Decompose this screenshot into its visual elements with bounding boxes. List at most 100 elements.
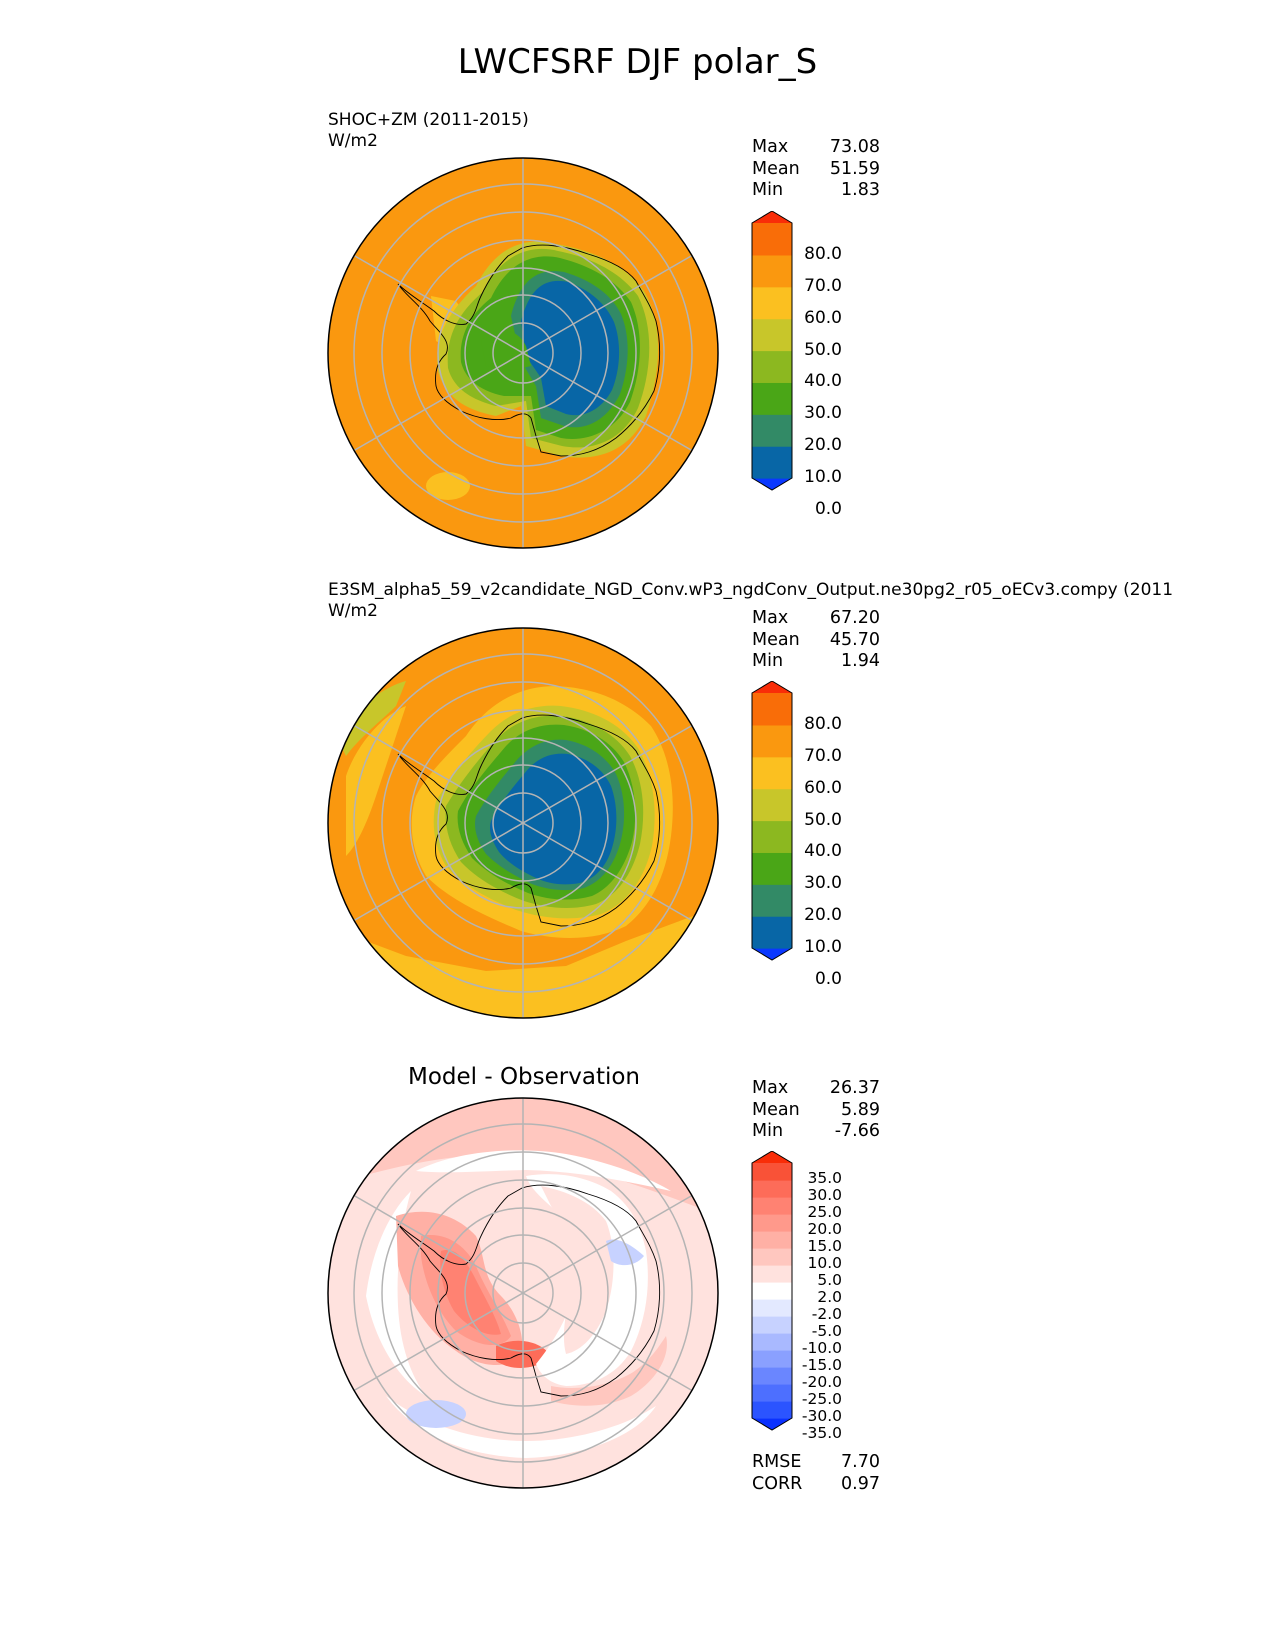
colorbar-segment [752, 724, 792, 758]
colorbar-tick-label: 30.0 [804, 403, 842, 424]
colorbar-tick-label: -5.0 [811, 1322, 842, 1340]
colorbar-tick-label: 20.0 [807, 1220, 842, 1238]
stat-mean-label: Mean [752, 1099, 800, 1120]
colorbar-tick-label: 0.0 [814, 498, 842, 519]
colorbar-tick-label: -35.0 [801, 1424, 842, 1442]
colorbar-tick-label: -2.0 [811, 1305, 842, 1323]
colorbar-segment [752, 820, 792, 853]
colorbar-outline [751, 681, 793, 961]
lat-lon-gridlines [353, 1098, 693, 1488]
colorbar-segment [752, 254, 792, 288]
colorbar-tick-label: 60.0 [804, 307, 842, 328]
stat-min-value: -7.66 [834, 1121, 880, 1141]
colorbar-segment [752, 693, 792, 726]
panel1-title: SHOC+ZM (2011-2015) [328, 110, 529, 130]
map-boundary [327, 1097, 719, 1489]
stat-mean-value: 51.59 [829, 158, 880, 179]
panel1-units: W/m2 [328, 131, 378, 151]
colorbar-tick-label: 40.0 [804, 841, 842, 862]
colorbar-tick-label: 15.0 [807, 1237, 842, 1255]
colorbar-tick-label: 30.0 [804, 873, 842, 894]
colorbar-tick-label: 50.0 [804, 339, 842, 360]
stat-mean-label: Mean [752, 158, 800, 179]
negative-patch-east [606, 1239, 644, 1266]
colorbar-tick-label: 30.0 [807, 1186, 842, 1204]
colorbar-segment [752, 1180, 792, 1198]
stat-min-value: 1.94 [841, 651, 880, 671]
positive-band-southeast [551, 1336, 667, 1406]
stat-mean-value: 45.70 [829, 629, 880, 650]
stat-max-value: 73.08 [829, 137, 880, 157]
panel2-colorbar [751, 681, 793, 961]
colorbar-segment [752, 1350, 792, 1368]
antarctica-coastline [397, 714, 661, 927]
white-band-north [416, 1150, 671, 1191]
colorbar-tick-label: 20.0 [804, 905, 842, 926]
stat-min-label: Min [752, 1121, 784, 1141]
colorbar-extend-max [752, 1151, 792, 1163]
map-boundary [327, 627, 719, 1019]
colorbar-segment [752, 1214, 792, 1232]
map-boundary [327, 157, 719, 549]
stat-max-value: 67.20 [829, 608, 880, 628]
panel1-stats: Max 73.08 Mean 51.59 Min 1.83 [752, 137, 880, 202]
colorbar-tick-label: 60.0 [804, 777, 842, 798]
colorbar-tick-label: 70.0 [804, 745, 842, 766]
colorbar-tick-label: 10.0 [804, 467, 842, 487]
panel2-title: E3SM_alpha5_59_v2candidate_NGD_Conv.wP3_… [328, 580, 1174, 600]
colorbar-segment [752, 1401, 792, 1419]
colorbar-tick-label: 80.0 [804, 713, 842, 734]
panel2-units: W/m2 [328, 601, 378, 621]
colorbar-tick-label: 35.0 [807, 1169, 842, 1187]
colorbar-segment [752, 1197, 792, 1215]
lat-lon-gridlines [353, 158, 693, 548]
colorbar-outline [751, 211, 793, 491]
colorbar-segment [752, 286, 792, 320]
white-band-south [386, 1396, 656, 1458]
colorbar-tick-label: 5.0 [817, 1271, 842, 1289]
colorbar-segment [752, 916, 792, 949]
plateau-10 [521, 280, 620, 416]
colorbar-extend-min [752, 478, 792, 490]
colorbar-extend-min [752, 1418, 792, 1430]
positive-region-25 [440, 1250, 501, 1335]
colorbar-segment [752, 382, 792, 415]
white-band-west [366, 1191, 426, 1396]
colorbar-tick-label: 10.0 [804, 937, 842, 957]
colorbar-segment [752, 446, 792, 479]
colorbar-tick-label: -20.0 [801, 1373, 842, 1391]
rmse-value: 7.70 [841, 1452, 880, 1472]
colorbar-segment [752, 1231, 792, 1249]
stat-max-label: Max [752, 1078, 789, 1098]
antarctica-coastline [397, 1184, 661, 1397]
colorbar-segment [752, 1299, 792, 1317]
colorbar-tick-label: 2.0 [817, 1288, 842, 1306]
stat-min-label: Min [752, 180, 784, 200]
colorbar-tick-label: 80.0 [804, 243, 842, 264]
stat-mean-value: 5.89 [841, 1099, 880, 1120]
stat-mean-label: Mean [752, 629, 800, 650]
panel3-polar-map [327, 1097, 719, 1489]
colorbar-segment [752, 1282, 792, 1300]
colorbar-segment [752, 350, 792, 383]
colorbar-tick-label: -10.0 [801, 1339, 842, 1357]
colorbar-tick-label: -30.0 [801, 1407, 842, 1425]
colorbar-tick-label: 50.0 [804, 809, 842, 830]
colorbar-tick-label: -15.0 [801, 1356, 842, 1374]
panel3-colorbar [751, 1151, 793, 1431]
panel1-polar-map [327, 157, 719, 549]
northwest-patch-40 [336, 681, 406, 756]
colorbar-segment [752, 1163, 792, 1181]
negative-patch-south [406, 1400, 466, 1428]
colorbar-segment [752, 1265, 792, 1283]
colorbar-extend-min [752, 948, 792, 960]
colorbar-segment [752, 318, 792, 352]
corr-label: CORR [752, 1473, 803, 1494]
plateau-weak-positive [541, 1186, 614, 1354]
panel2-polar-map [327, 627, 719, 1019]
colorbar-segment [752, 756, 792, 790]
colorbar-segment [752, 1384, 792, 1402]
panel3-stats: Max 26.37 Mean 5.89 Min -7.66 [752, 1078, 880, 1143]
colorbar-tick-label: 20.0 [804, 435, 842, 456]
colorbar-segment [752, 852, 792, 885]
